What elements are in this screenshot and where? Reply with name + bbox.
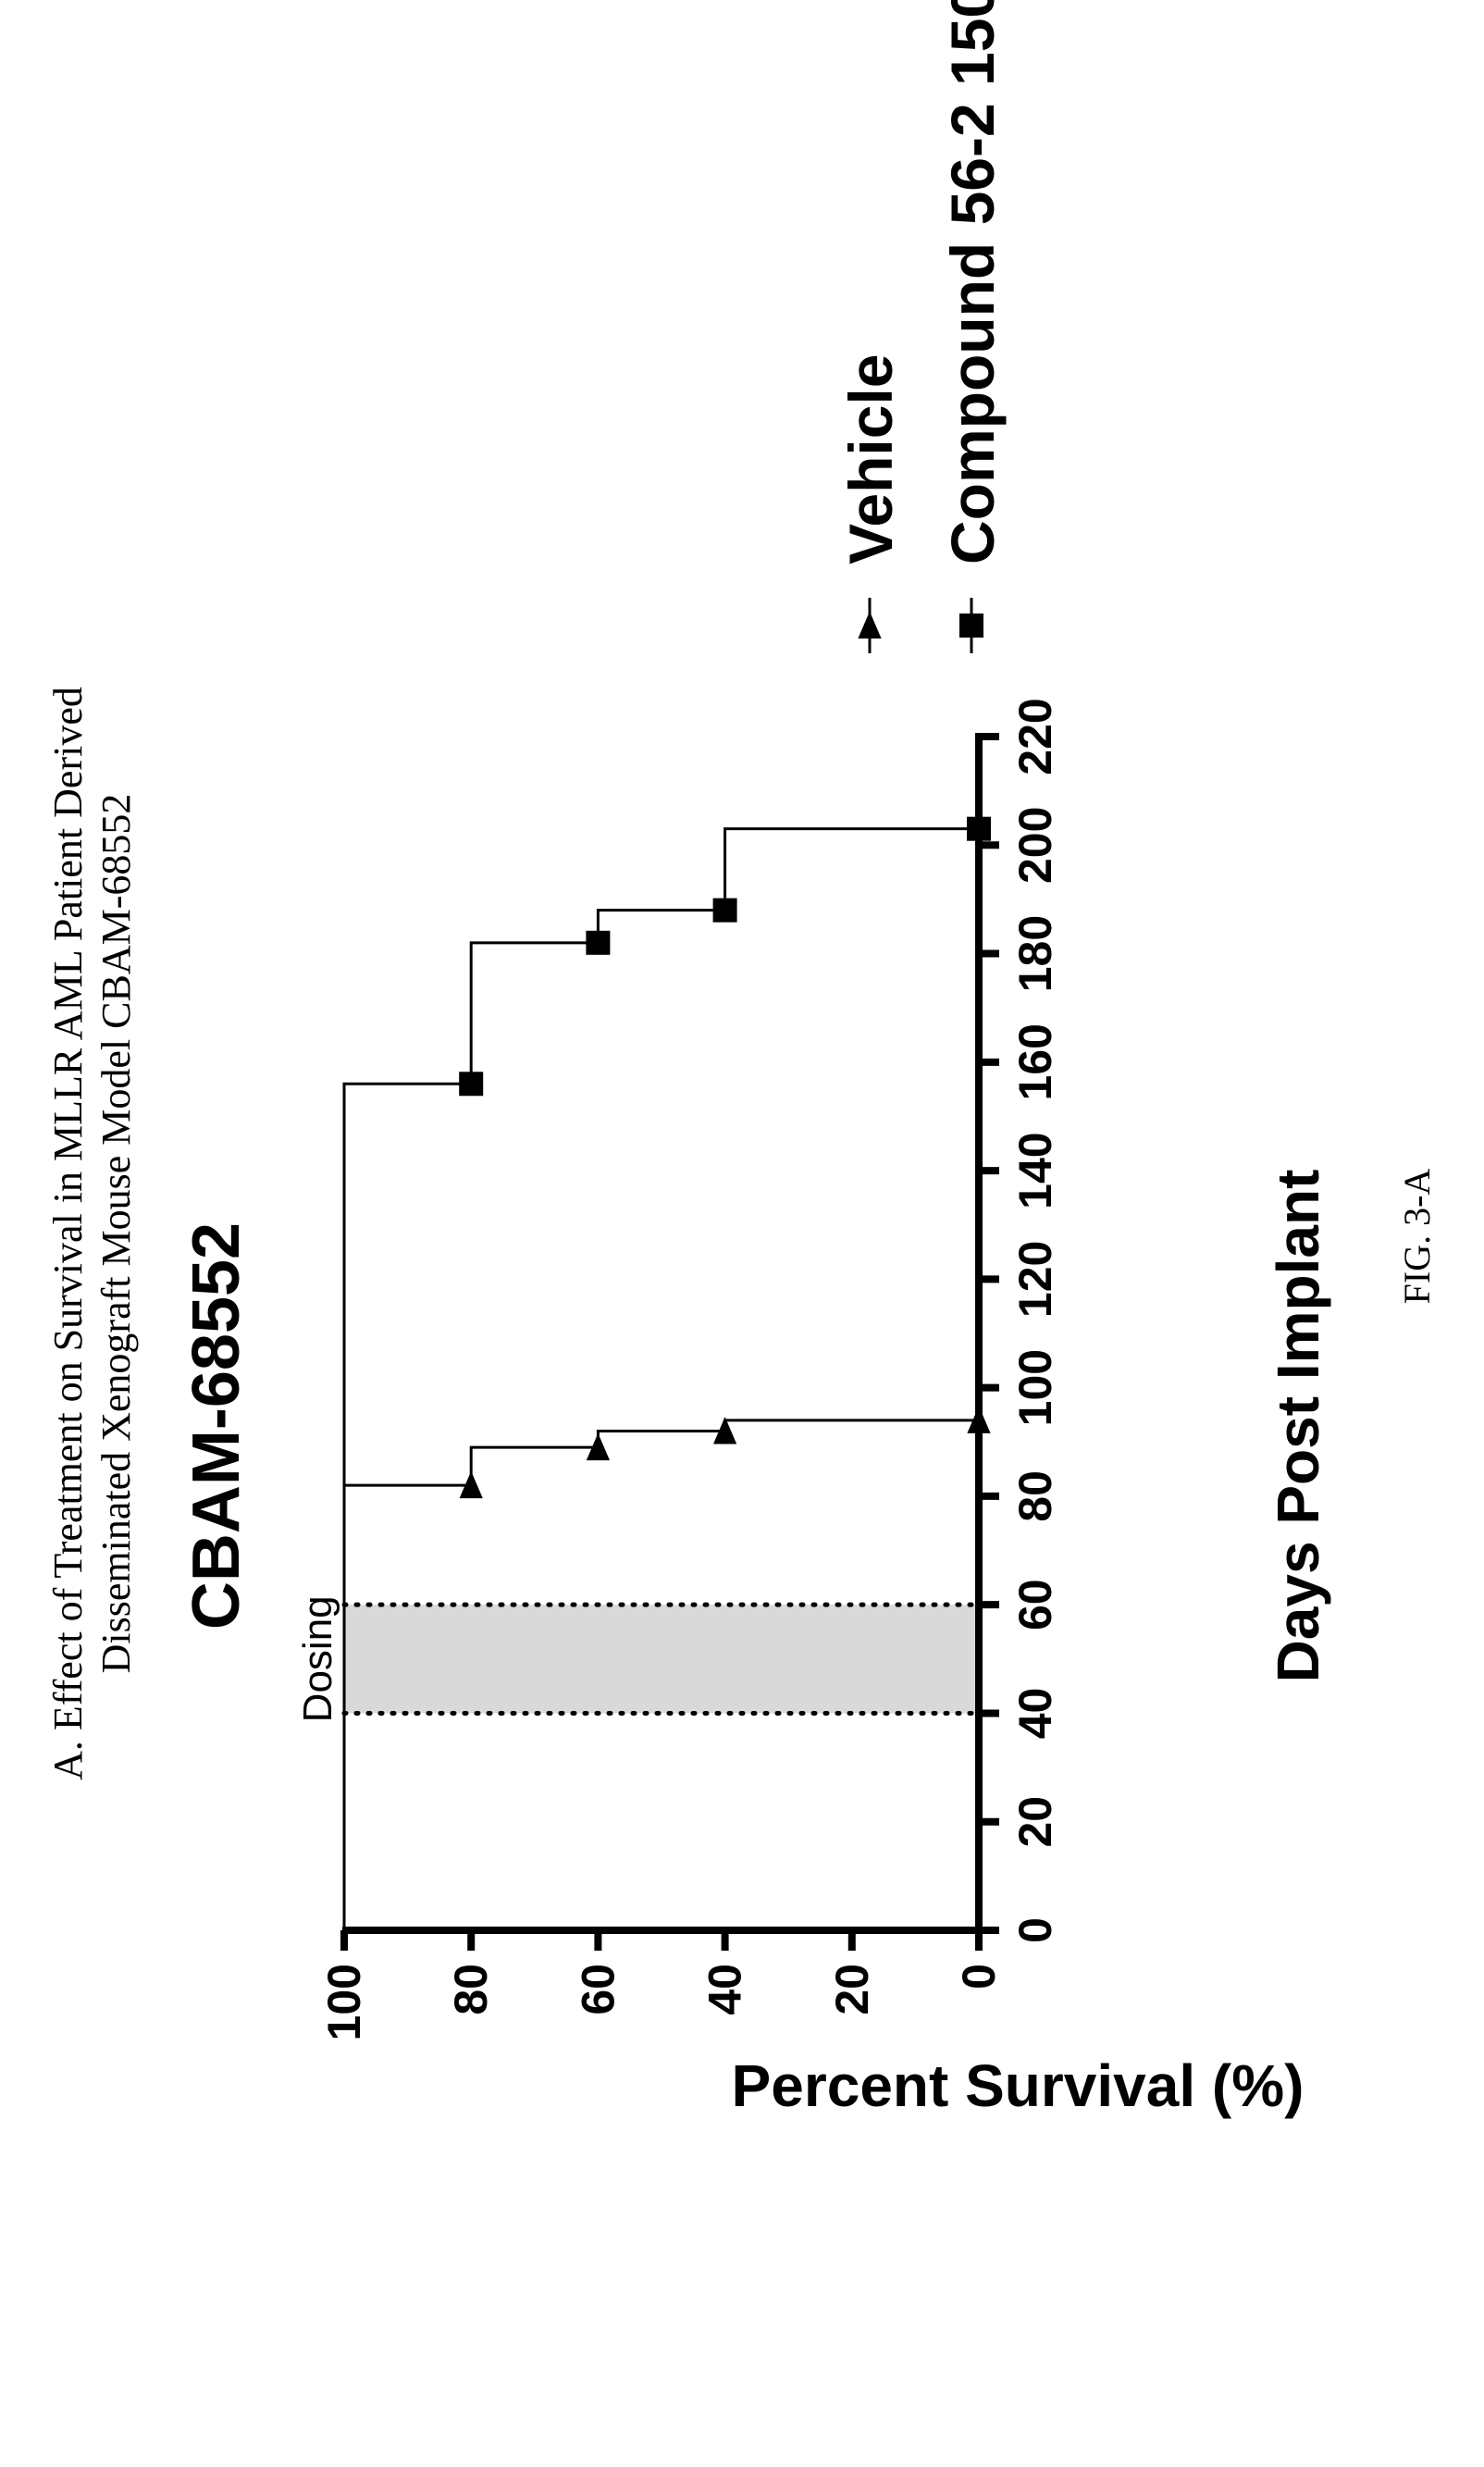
y-axis-label: Percent Survival (%): [732, 2052, 1305, 2119]
y-tick-label: 60: [572, 1964, 624, 2015]
x-tick-label: 60: [1009, 1579, 1061, 1630]
x-tick-label: 40: [1009, 1688, 1061, 1740]
compound-point: [967, 816, 991, 841]
legend: Vehicle Compound 56-2 150 mg/kg: [836, 0, 1007, 653]
x-tick-label: 100: [1009, 1349, 1061, 1426]
y-tick-label: 40: [699, 1964, 751, 2015]
legend-compound-marker: [959, 614, 983, 638]
x-axis-label: Days Post Implant: [1265, 1170, 1331, 1683]
y-tick-label: 100: [318, 1964, 370, 2040]
x-tick-label: 0: [1009, 1917, 1061, 1943]
legend-vehicle-marker: [858, 611, 882, 638]
vehicle-point: [713, 1417, 737, 1444]
y-tick-label: 80: [445, 1964, 497, 2015]
compound-curve: [342, 827, 979, 1930]
chart-title: CBAM-68552: [179, 1222, 254, 1630]
x-tick-label: 180: [1009, 915, 1061, 992]
compound-point: [712, 898, 737, 923]
compound-point: [459, 1072, 484, 1097]
compound-point: [586, 930, 611, 955]
x-tick-label: 200: [1009, 807, 1061, 884]
x-tick-label: 20: [1009, 1796, 1061, 1848]
x-tick-label: 220: [1009, 698, 1061, 775]
vehicle-point: [586, 1432, 610, 1461]
legend-vehicle-label: Vehicle: [836, 354, 905, 565]
x-tick-label: 140: [1009, 1132, 1061, 1209]
y-tick-label: 0: [953, 1964, 1005, 1990]
vehicle-point: [459, 1470, 483, 1499]
caption-line-1: A. Effect of Treatment on Survival in ML…: [45, 687, 91, 1780]
plot-area: Dosing 0 20 40 60 80 100 120 140 160 180 200 220 0 20 4…: [295, 698, 1061, 2040]
figure-label: FIG. 3-A: [1396, 1169, 1438, 1305]
y-tick-label: 20: [826, 1964, 878, 2015]
x-tick-label: 120: [1009, 1241, 1061, 1318]
vehicle-point: [967, 1406, 991, 1433]
caption-line-2: Disseminated Xenograft Mouse Model CBAM-…: [93, 794, 139, 1674]
legend-compound-label: Compound 56-2 150 mg/kg: [938, 0, 1007, 564]
dosing-band: [344, 1605, 979, 1714]
dosing-label: Dosing: [295, 1595, 340, 1722]
x-tick-label: 80: [1009, 1470, 1061, 1522]
x-tick-label: 160: [1009, 1023, 1061, 1100]
